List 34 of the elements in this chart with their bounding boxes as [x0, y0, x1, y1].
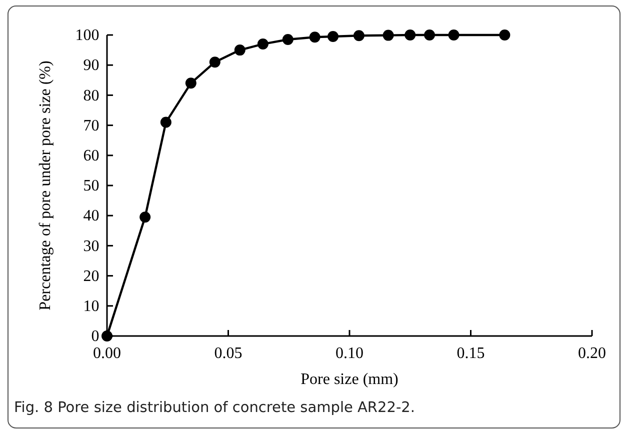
y-tick-label: 100: [75, 27, 100, 44]
point: [424, 30, 436, 40]
x-tick-label: 0.10: [336, 345, 364, 362]
x-tick-label: 0.20: [578, 345, 606, 362]
y-tick-label: 80: [83, 87, 100, 104]
y-tick-label: 70: [83, 117, 100, 134]
y-tick-label: 30: [83, 238, 100, 255]
y-tick-label: 10: [83, 298, 100, 316]
y-tick-label: 90: [83, 57, 100, 74]
point: [209, 56, 220, 68]
x-tick-label: 0.15: [456, 345, 485, 362]
y-axis-title: Percentage of pore under pore size (%): [37, 60, 54, 310]
x-tick-label: 0.00: [93, 345, 121, 362]
x-axis-title: Pore size (mm): [300, 371, 398, 388]
y-tick-label: 60: [83, 148, 100, 165]
point: [234, 44, 246, 56]
point: [309, 32, 320, 43]
y-tick-label: 20: [83, 268, 100, 285]
point: [282, 34, 294, 46]
point: [353, 30, 364, 42]
point: [499, 30, 510, 40]
caption: Fig. 8 Pore size distribution of concrete sample AR22-2.: [14, 400, 416, 416]
point: [140, 212, 151, 223]
point: [160, 116, 172, 128]
y-tick-label: 40: [83, 208, 100, 225]
y-tick-label: 50: [83, 178, 100, 195]
point: [382, 30, 394, 41]
point: [328, 31, 339, 42]
y-tick-label: 0: [91, 328, 100, 346]
point: [404, 30, 416, 40]
x-tick-label: 0.05: [214, 345, 242, 362]
point: [448, 30, 460, 40]
point: [185, 78, 196, 89]
point: [257, 38, 268, 50]
